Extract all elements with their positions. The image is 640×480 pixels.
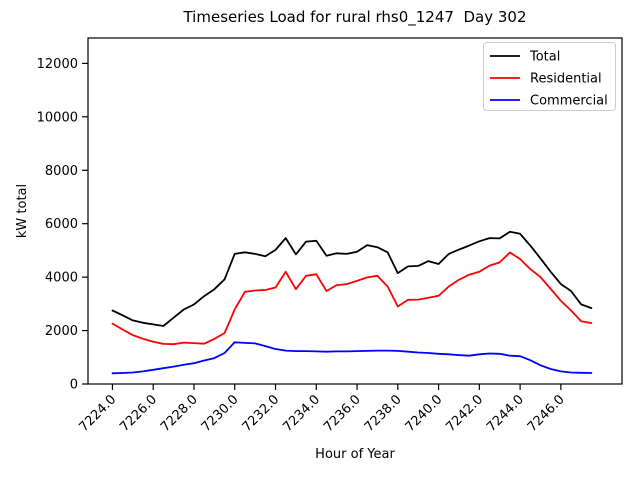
x-tick-label: 7242.0 <box>443 392 486 435</box>
plot-border <box>87 37 623 385</box>
y-tick-label: 0 <box>70 378 78 393</box>
series-line-residential <box>111 251 593 346</box>
x-tick-label: 7234.0 <box>280 392 323 435</box>
x-axis-label: Hour of Year <box>315 447 395 462</box>
series-lines <box>111 230 593 375</box>
legend: Total Residential Commercial <box>483 42 616 111</box>
legend-entry-label: Commercial <box>530 94 608 109</box>
legend-entry-label: Total <box>529 50 560 65</box>
chart-title: Timeseries Load for rural rhs0_1247 Day … <box>182 8 526 27</box>
y-tick-label: 10000 <box>37 110 78 125</box>
x-tick-label: 7244.0 <box>484 392 527 435</box>
series-line-commercial <box>111 341 593 375</box>
legend-entry-label: Residential <box>530 72 602 87</box>
x-tick-label: 7238.0 <box>362 392 405 435</box>
x-tick-label: 7228.0 <box>158 392 201 435</box>
y-tick-label: 6000 <box>45 217 78 232</box>
x-tick-label: 7226.0 <box>117 392 160 435</box>
x-tick-label: 7240.0 <box>403 392 446 435</box>
x-tick-label: 7232.0 <box>240 392 283 435</box>
y-tick-label: 12000 <box>37 57 78 72</box>
x-tick-label: 7224.0 <box>77 392 120 435</box>
x-tick-label: 7236.0 <box>321 392 364 435</box>
series-line-total <box>111 230 593 327</box>
legend-box <box>483 42 616 111</box>
x-tick-label: 7246.0 <box>525 392 568 435</box>
y-axis-label: kW total <box>15 184 30 238</box>
x-tick-label: 7230.0 <box>199 392 242 435</box>
y-tick-label: 2000 <box>45 324 78 339</box>
y-tick-label: 8000 <box>45 164 78 179</box>
y-tick-label: 4000 <box>45 271 78 286</box>
